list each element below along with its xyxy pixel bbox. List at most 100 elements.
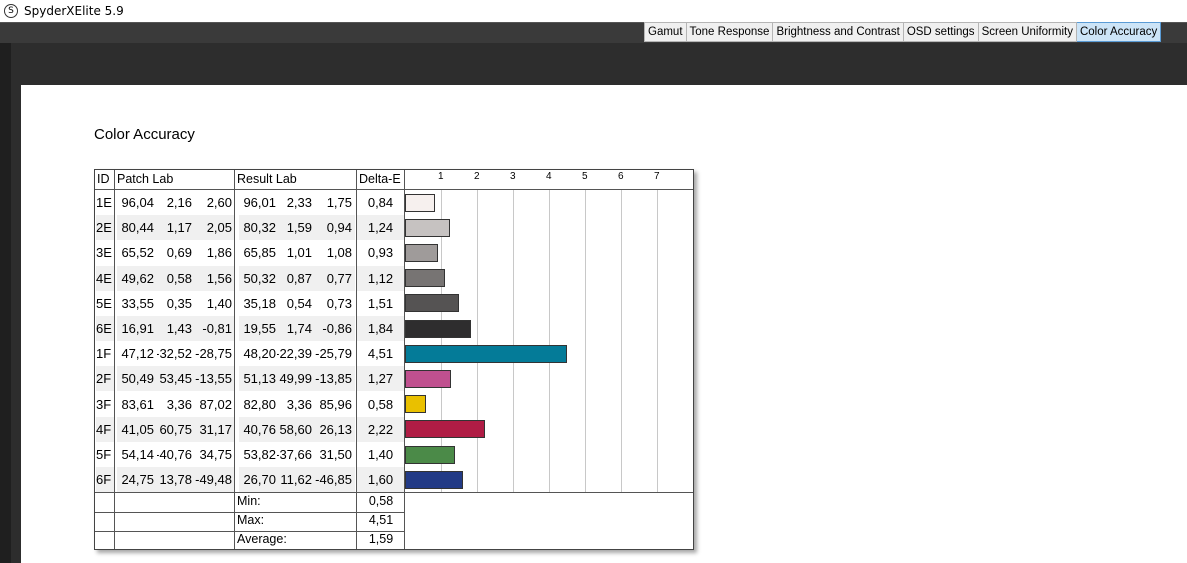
summary-value: 4,51 [368, 513, 394, 527]
table-row: 5F 54,14 -40,76 34,75 53,82 -37,66 31,50 1,40 [95, 442, 405, 467]
tab-brightness-contrast[interactable]: Brightness and Contrast [773, 22, 904, 42]
tab-tone-response[interactable]: Tone Response [686, 22, 774, 42]
table-row: 6F 24,75 13,78 -49,48 26,70 11,62 -46,85 1,60 [95, 467, 405, 493]
patch-l: 80,44 [117, 215, 157, 241]
result-a: 0,54 [286, 295, 312, 311]
result-b: 0,73 [326, 295, 352, 311]
scale-tick-label: 6 [618, 171, 624, 182]
result-a: 49,99 [277, 366, 315, 392]
header-delta-e: Delta-E [359, 172, 401, 186]
result-b: -13,85 [315, 366, 355, 392]
scale-tick-label: 4 [546, 171, 552, 182]
patch-b: -13,55 [195, 366, 235, 392]
result-l: 48,20 [243, 346, 276, 362]
patch-l: 96,04 [121, 195, 154, 210]
summary-label: Min: [237, 494, 261, 508]
header-patch-lab: Patch Lab [117, 172, 174, 186]
result-a: 1,74 [277, 316, 315, 341]
table-row: 4E 49,62 0,58 1,56 50,32 0,87 0,77 1,12 [95, 265, 405, 291]
result-l: 65,85 [243, 245, 276, 261]
result-a: 0,87 [277, 265, 315, 291]
tab-osd-settings[interactable]: OSD settings [903, 22, 979, 42]
delta-e-value: 1,40 [367, 447, 394, 462]
result-l: 19,55 [239, 316, 279, 341]
result-a: -22,39 [277, 346, 312, 362]
patch-a: 3,36 [166, 396, 192, 412]
delta-e-bar-2f [405, 369, 451, 388]
gridline [549, 190, 550, 492]
result-b: 0,77 [315, 265, 355, 291]
result-b: 26,13 [315, 416, 355, 442]
summary-divider [95, 492, 693, 493]
row-id: 3F [96, 396, 112, 412]
delta-e-value: 1,51 [367, 295, 394, 311]
delta-e-value: 0,84 [367, 195, 394, 210]
table-row: 2F 50,49 53,45 -13,55 51,13 49,99 -13,85 1,27 [95, 366, 405, 392]
result-b: 1,75 [326, 195, 352, 210]
result-l: 40,76 [239, 416, 279, 442]
tab-gamut[interactable]: Gamut [644, 22, 687, 42]
table-row: 5E 33,55 0,35 1,40 35,18 0,54 0,73 1,51 [95, 291, 405, 316]
patch-l: 54,14 [121, 447, 154, 462]
patch-b: 2,60 [206, 195, 232, 210]
patch-b: 87,02 [199, 396, 232, 412]
row-id: 3E [96, 245, 112, 261]
result-l: 53,82 [243, 447, 276, 462]
table-row: 3E 65,52 0,69 1,86 65,85 1,01 1,08 0,93 [95, 240, 405, 265]
delta-e-bar-3e [405, 243, 439, 262]
col-line [234, 170, 235, 549]
patch-a: 2,16 [166, 195, 192, 210]
header-divider [95, 189, 693, 190]
row-id: 1E [96, 195, 112, 210]
delta-e-value: 1,24 [357, 215, 404, 241]
patch-b: -28,75 [195, 346, 232, 362]
gridline [657, 190, 658, 492]
summary-value: 1,59 [368, 532, 394, 546]
delta-e-bar-5e [405, 294, 460, 313]
gridline [477, 190, 478, 492]
patch-l: 33,55 [121, 295, 154, 311]
patch-b: 34,75 [199, 447, 232, 462]
delta-e-bar-2e [405, 218, 450, 237]
patch-l: 65,52 [121, 245, 154, 261]
scale-tick-label: 1 [438, 171, 444, 182]
patch-b: 31,17 [195, 416, 235, 442]
table-row: 6E 16,91 1,43 -0,81 19,55 1,74 -0,86 1,84 [95, 316, 405, 341]
tab-screen-uniformity[interactable]: Screen Uniformity [978, 22, 1077, 42]
header-result-lab: Result Lab [237, 172, 297, 186]
gridline [513, 190, 514, 492]
patch-a: -40,76 [157, 447, 192, 462]
result-a: 58,60 [277, 416, 315, 442]
patch-a: 60,75 [157, 416, 195, 442]
row-id: 1F [96, 346, 112, 362]
scale-tick-label: 2 [474, 171, 480, 182]
patch-b: 1,86 [206, 245, 232, 261]
patch-a: 1,43 [157, 316, 195, 341]
delta-e-value: 1,84 [357, 316, 404, 341]
table-row: 2E 80,44 1,17 2,05 80,32 1,59 0,94 1,24 [95, 215, 405, 241]
scale-tick-label: 3 [510, 171, 516, 182]
row-id: 2F [96, 366, 115, 392]
delta-e-value: 4,51 [367, 346, 394, 362]
patch-l: 41,05 [117, 416, 157, 442]
row-id: 5E [96, 295, 112, 311]
gridline [621, 190, 622, 492]
summary-row-divider [95, 512, 405, 513]
row-id: 4F [96, 416, 115, 442]
patch-b: 2,05 [195, 215, 235, 241]
report-tabs: Gamut Tone Response Brightness and Contr… [644, 22, 1162, 42]
scale-tick-label: 5 [582, 171, 588, 182]
delta-e-value: 1,12 [357, 265, 404, 291]
result-l: 26,70 [239, 467, 279, 493]
col-line [114, 170, 115, 549]
delta-e-bar-6e [405, 319, 472, 338]
tab-color-accuracy[interactable]: Color Accuracy [1076, 22, 1162, 42]
delta-e-value: 1,27 [357, 366, 404, 392]
result-b: 85,96 [319, 396, 352, 412]
result-b: 1,08 [326, 245, 352, 261]
left-edge-panel [0, 43, 11, 563]
delta-e-bar-6f [405, 470, 463, 489]
summary-value: 0,58 [368, 494, 394, 508]
row-id: 6F [96, 467, 115, 493]
